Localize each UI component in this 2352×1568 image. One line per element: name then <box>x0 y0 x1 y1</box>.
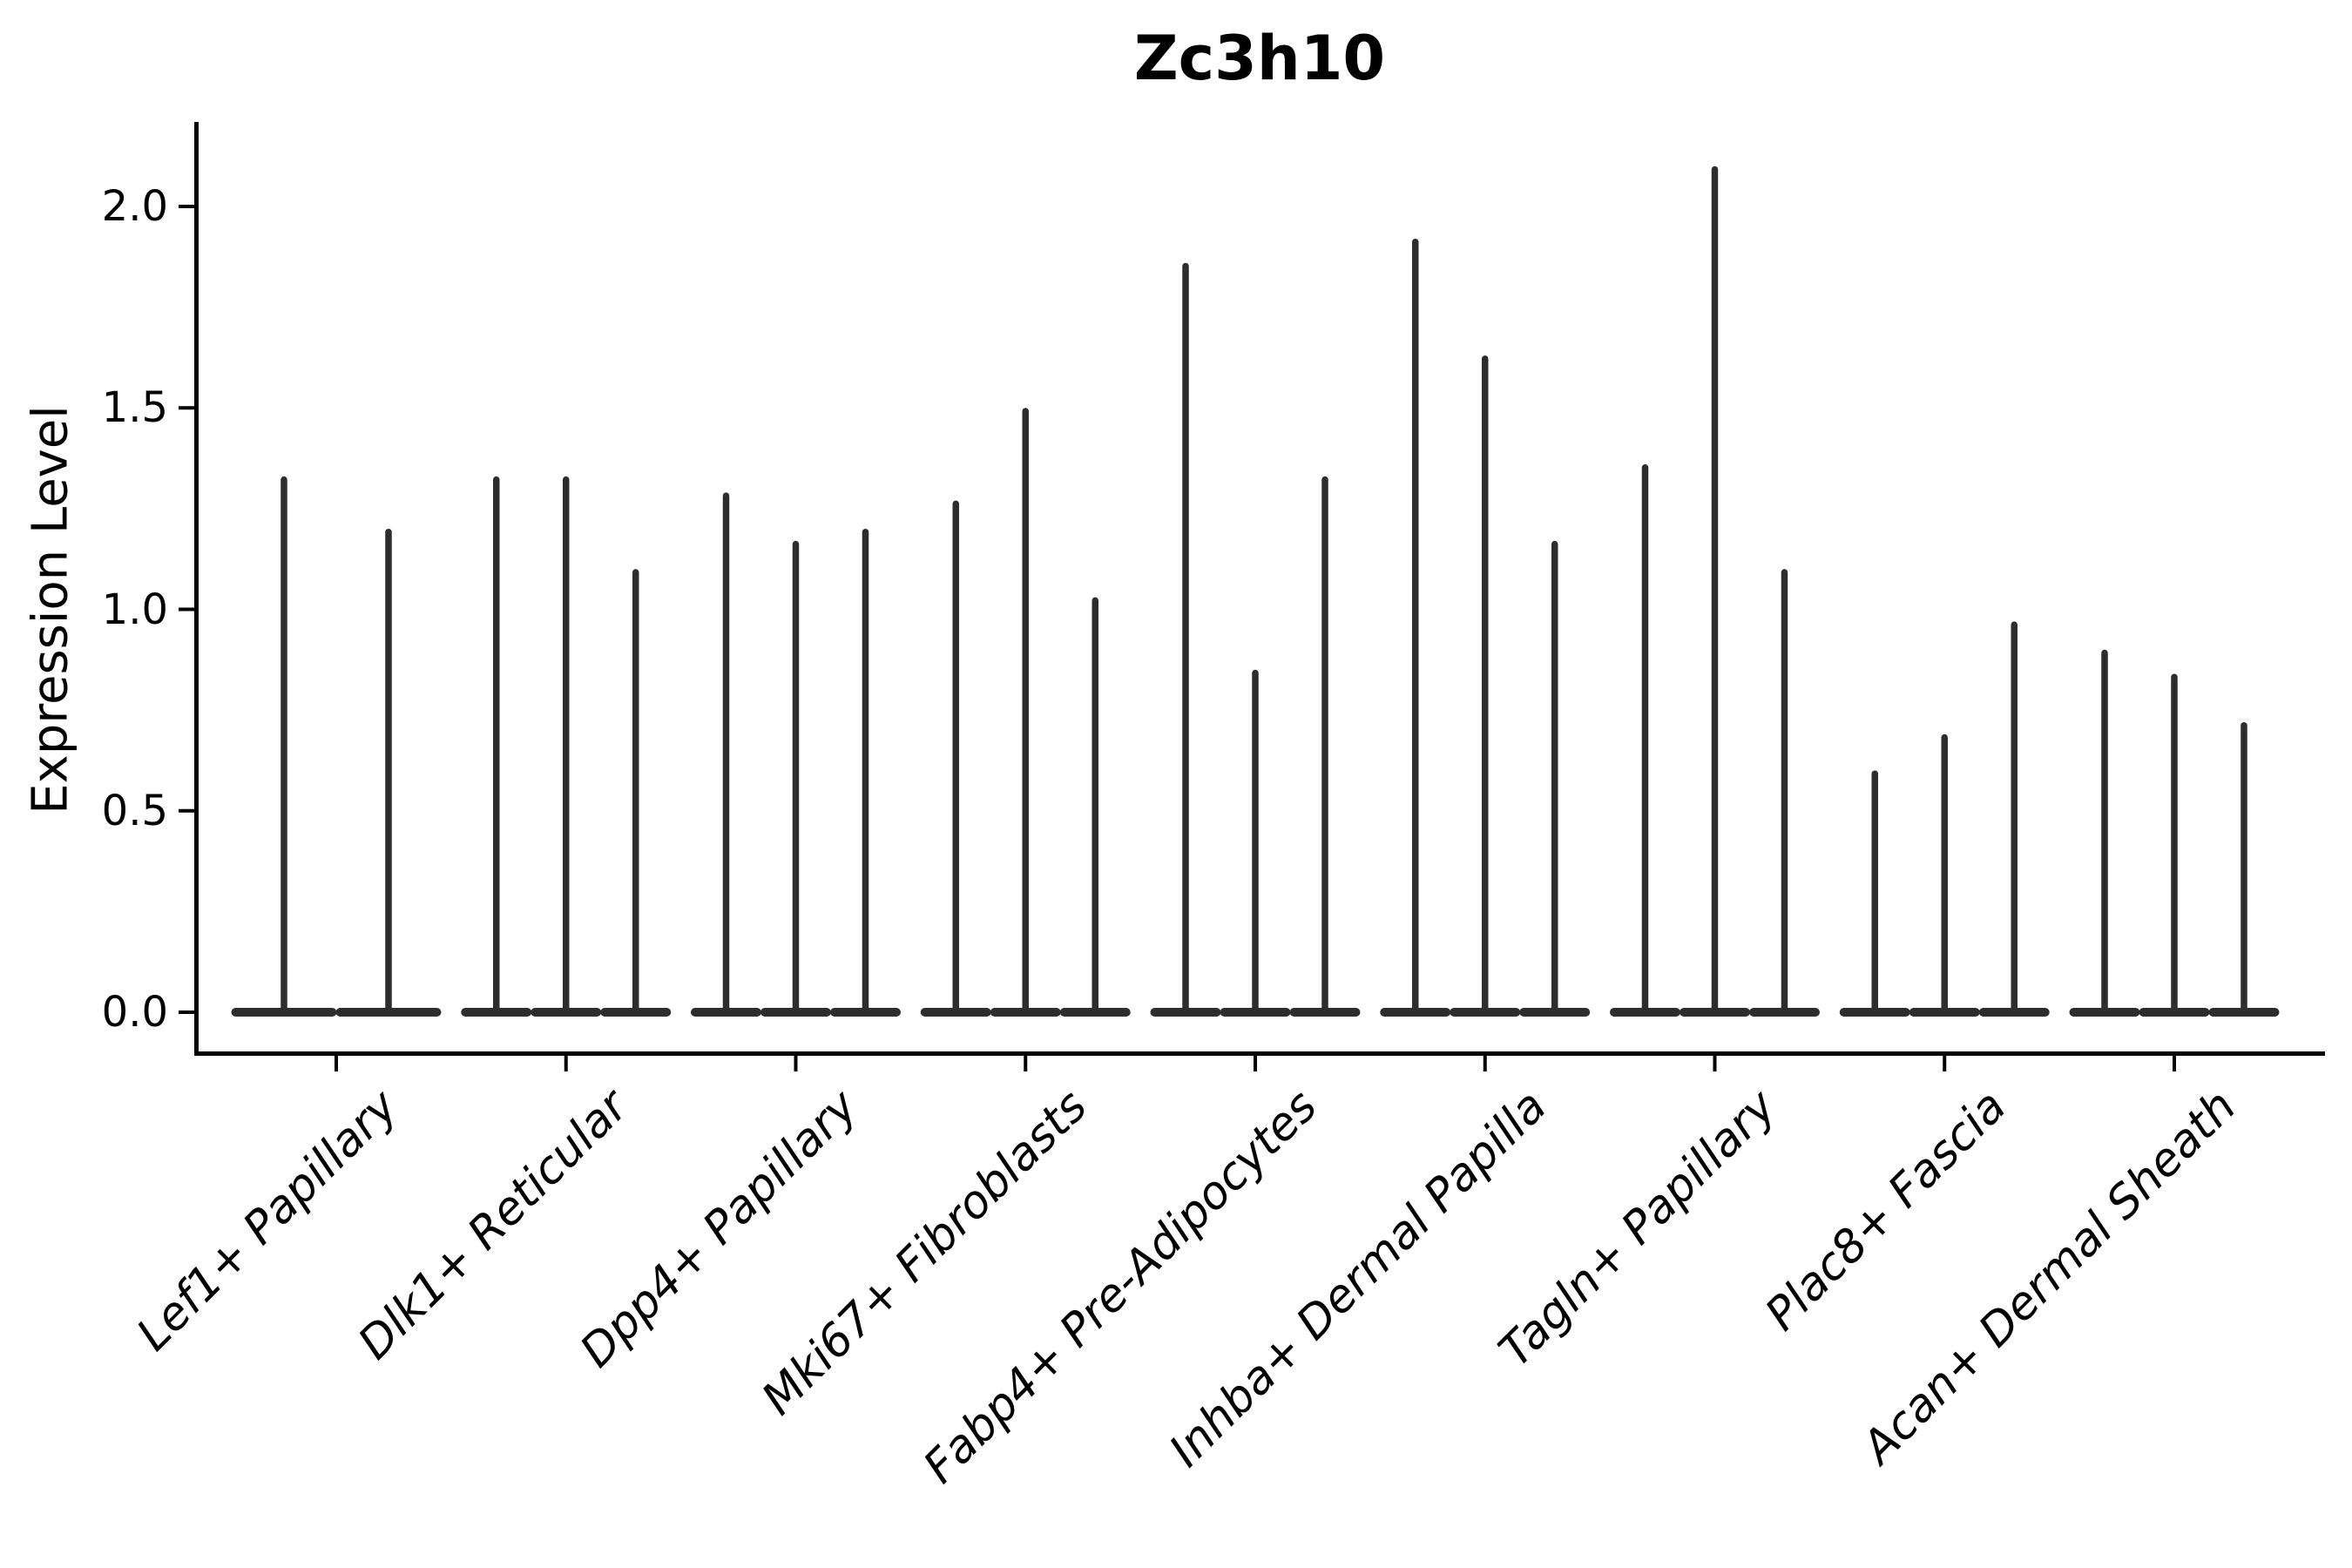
violin-spike <box>1711 166 1719 1015</box>
x-tick-mark <box>1254 1056 1257 1071</box>
violin-spike <box>1871 770 1878 1015</box>
violin-spike <box>1022 408 1029 1015</box>
violin-spike <box>862 529 869 1015</box>
y-tick-label: 0.0 <box>101 988 168 1037</box>
violin-spike <box>1781 569 1788 1015</box>
violin-spike <box>722 492 730 1015</box>
x-tick-mark <box>1024 1056 1028 1071</box>
violin-spike <box>1941 733 1948 1015</box>
y-tick-label: 2.0 <box>101 182 168 231</box>
violin-spike <box>1641 464 1649 1015</box>
x-tick-mark <box>1943 1056 1947 1071</box>
violin-spike <box>1482 355 1489 1015</box>
violin-spike <box>280 476 287 1015</box>
violin-spike <box>385 529 392 1015</box>
violin-spike <box>2240 722 2247 1015</box>
y-tick-label: 0.5 <box>101 786 168 835</box>
violin-spike <box>2171 673 2178 1015</box>
y-axis-spine <box>194 122 199 1056</box>
x-axis-spine <box>194 1051 2325 1056</box>
violin-spike <box>952 500 959 1015</box>
x-tick-mark <box>794 1056 798 1071</box>
y-axis-label: Expression Level <box>22 405 79 814</box>
violin-spike <box>1551 540 1558 1015</box>
y-tick-mark <box>179 1010 194 1014</box>
x-tick-mark <box>564 1056 568 1071</box>
violin-spike <box>1182 262 1189 1015</box>
x-tick-mark <box>2173 1056 2176 1071</box>
plot-title: Zc3h10 <box>1133 23 1386 94</box>
y-tick-mark <box>179 808 194 813</box>
y-tick-mark <box>179 607 194 612</box>
y-tick-label: 1.5 <box>101 383 168 433</box>
violin-spike <box>632 569 639 1015</box>
violin-spike <box>563 476 570 1015</box>
y-tick-label: 1.0 <box>101 585 168 634</box>
y-tick-mark <box>179 205 194 208</box>
violin-spike <box>1092 597 1098 1015</box>
violin-spike <box>1412 239 1419 1015</box>
violin-spike <box>2011 621 2017 1015</box>
violin-spike <box>1321 476 1328 1015</box>
violin-spike <box>493 476 500 1015</box>
violin-spike <box>792 540 800 1015</box>
violin-spike <box>2101 649 2108 1015</box>
x-tick-mark <box>335 1056 338 1071</box>
violin-spike <box>1252 669 1259 1015</box>
x-tick-mark <box>1713 1056 1717 1071</box>
y-tick-mark <box>179 406 194 410</box>
x-tick-mark <box>1483 1056 1487 1071</box>
